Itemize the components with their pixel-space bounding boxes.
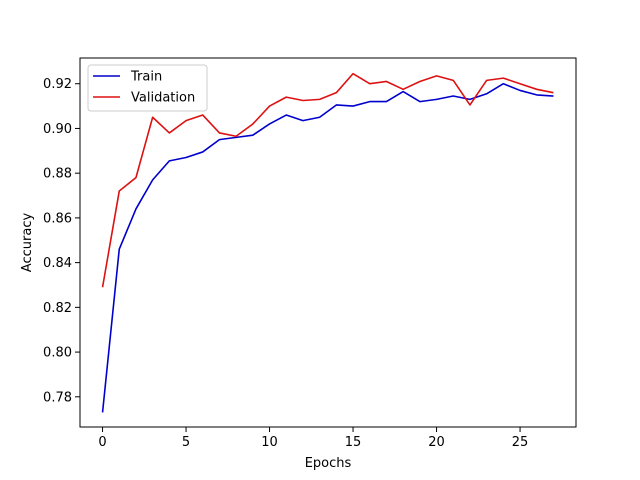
legend-label: Train — [130, 70, 162, 85]
y-tick-label: 0.88 — [43, 167, 72, 182]
x-tick-label: 25 — [512, 435, 529, 450]
y-tick-label: 0.86 — [43, 211, 72, 226]
series-lines — [101, 72, 554, 413]
y-tick-label: 0.82 — [43, 301, 72, 316]
x-tick-label: 10 — [261, 435, 278, 450]
y-tick-label: 0.78 — [43, 390, 72, 405]
x-tick-label: 20 — [428, 435, 445, 450]
y-tick-label: 0.80 — [43, 346, 72, 361]
y-tick-label: 0.90 — [43, 122, 72, 137]
series-line-validation — [101, 72, 554, 288]
x-tick-label: 5 — [182, 435, 190, 450]
x-tick-label: 0 — [98, 435, 106, 450]
x-axis-ticks: 0 5 10 15 20 25 — [98, 427, 528, 450]
y-tick-label: 0.92 — [43, 77, 72, 92]
x-axis-title: Epochs — [305, 456, 352, 471]
legend: Train Validation — [87, 64, 208, 112]
plot-area-frame — [79, 57, 577, 428]
y-axis-title: Accuracy — [20, 213, 35, 273]
y-axis-ticks: 0.78 0.80 0.82 0.84 0.86 0.88 0.90 0.92 — [43, 77, 80, 405]
legend-label: Validation — [131, 91, 195, 106]
y-tick-label: 0.84 — [43, 256, 72, 271]
series-line-train — [101, 82, 554, 413]
x-tick-label: 15 — [345, 435, 362, 450]
